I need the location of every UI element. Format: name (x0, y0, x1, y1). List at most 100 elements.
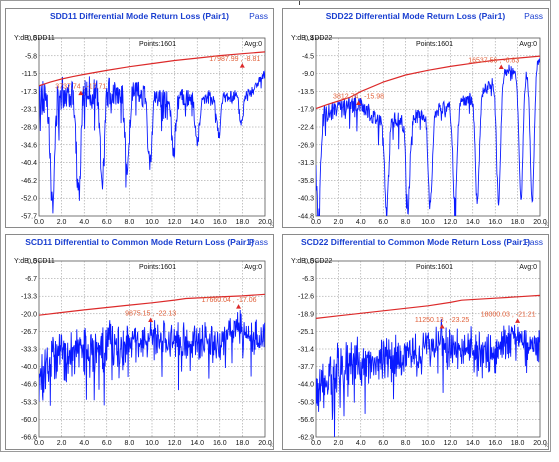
y-tick-label: -40.4 (21, 160, 37, 167)
x-tick-label: 6.0 (102, 440, 112, 447)
marker-point (498, 64, 504, 69)
x-tick-label: 4.0 (356, 219, 366, 226)
chart-title: SDD11 Differential Mode Return Loss (Pai… (49, 11, 229, 21)
x-tick-label: 14.0 (190, 440, 204, 447)
y-axis-label: Y:dB ,SCD22 (291, 258, 332, 265)
x-tick-label: 0.0 (311, 219, 321, 226)
axis-end-glyph: k (545, 222, 548, 227)
y-tick-label: -62.9 (298, 435, 314, 442)
x-tick-label: 16.0 (488, 440, 502, 447)
y-tick-label: -9.0 (302, 71, 314, 78)
chart-title: SCD22 Differential to Common Mode Return… (300, 237, 531, 247)
axis-end-glyph: k (545, 443, 548, 449)
axis-end-glyph: k (270, 222, 273, 227)
x-tick-label: 0.0 (34, 219, 44, 226)
x-tick-label: 16.0 (488, 219, 502, 226)
x-tick-label: 8.0 (401, 219, 411, 226)
chart-panel-sdd22: SDD22 Differential Mode Return Loss (Pai… (282, 8, 549, 228)
x-tick-label: 18.0 (511, 440, 525, 447)
x-tick-label: 20.0 (533, 440, 547, 447)
x-tick-label: 12.0 (168, 440, 182, 447)
x-tick-label: 10.0 (145, 219, 159, 226)
y-tick-label: -23.1 (21, 107, 37, 114)
marker-point (515, 318, 521, 323)
x-tick-label: 18.0 (236, 440, 250, 447)
measured-trace (316, 318, 540, 437)
pass-status: Pass (249, 237, 268, 247)
x-tick-label: 6.0 (378, 219, 388, 226)
x-tick-label: 6.0 (378, 440, 388, 447)
x-tick-label: 16.0 (213, 219, 227, 226)
measured-trace (39, 70, 265, 214)
plot-svg: 0.4 -4.5 -9.0 -13.5 -17.9 -22.4 -26.9 -31.3 -35.… (291, 35, 548, 227)
y-tick-label: -56.6 (298, 417, 314, 424)
y-tick-label: -35.8 (298, 178, 314, 185)
y-axis-label: Y:dB ,SDD22 (291, 35, 332, 42)
y-tick-label: -50.3 (298, 399, 314, 406)
marker-label: 3812.74 , -15.98 (333, 94, 384, 101)
points-readout: Points:1601 (139, 41, 176, 48)
limit-line (39, 51, 265, 87)
x-tick-label: 6.0 (102, 219, 112, 226)
y-tick-label: -44.8 (298, 214, 314, 221)
y-tick-label: 0.0 (304, 259, 314, 266)
limit-line (39, 293, 265, 316)
x-tick-label: 16.0 (213, 440, 227, 447)
x-tick-label: 12.0 (444, 219, 458, 226)
x-tick-label: 2.0 (57, 440, 67, 447)
limit-line (316, 55, 540, 110)
y-tick-label: 0.0 (27, 259, 37, 266)
points-readout: Points:1601 (416, 264, 453, 271)
plot-svg: 0.0 -6.3 -12.6 -18.9 -25.1 -31.4 -37.7 -44.0 -50… (291, 258, 548, 449)
x-tick-label: 14.0 (190, 219, 204, 226)
pass-status: Pass (524, 237, 543, 247)
y-tick-label: -12.6 (298, 294, 314, 301)
x-tick-label: 10.0 (145, 440, 159, 447)
marker-point (78, 90, 84, 96)
y-axis-label: Y:dB ,SDD11 (14, 35, 55, 42)
avg-readout: Avg:0 (244, 41, 262, 48)
y-tick-label: -40.0 (21, 364, 37, 371)
points-readout: Points:1601 (416, 41, 453, 48)
avg-readout: Avg:0 (244, 264, 262, 271)
x-tick-label: 14.0 (466, 440, 480, 447)
y-tick-label: -20.0 (21, 311, 37, 318)
y-tick-label: -33.3 (21, 347, 37, 354)
axis-end-glyph: k (270, 443, 273, 449)
x-tick-label: 0.0 (34, 440, 44, 447)
y-tick-label: -4.5 (302, 53, 314, 60)
marker-point (148, 317, 154, 322)
trace-group (316, 294, 540, 437)
x-tick-label: 20.0 (533, 219, 547, 226)
marker-label: 9875.15 , -22.13 (125, 310, 176, 317)
y-tick-label: -37.7 (298, 364, 314, 371)
x-tick-label: 8.0 (125, 219, 135, 226)
y-tick-label: -5.8 (25, 53, 37, 60)
y-tick-label: -66.6 (21, 435, 37, 442)
x-tick-label: 18.0 (511, 219, 525, 226)
y-tick-label: 0.4 (304, 36, 314, 43)
x-tick-label: 4.0 (79, 440, 89, 447)
x-tick-label: 4.0 (356, 440, 366, 447)
plot-svg: 0.0 -6.7 -13.3 -20.0 -26.7 -33.3 -40.0 -46.6 -53… (14, 258, 273, 449)
pass-status: Pass (524, 11, 543, 21)
y-tick-label: -26.9 (298, 142, 314, 149)
x-tick-label: 18.0 (236, 219, 250, 226)
plot-svg: 0.0 -5.8 -11.5 -17.3 -23.1 -28.9 -34.6 -40.4 -46… (14, 35, 273, 227)
y-tick-label: -18.9 (298, 311, 314, 318)
y-tick-label: -60.0 (21, 417, 37, 424)
chart-title: SCD11 Differential to Common Mode Return… (25, 237, 254, 247)
x-tick-label: 12.0 (444, 440, 458, 447)
trace-group (316, 55, 540, 216)
y-tick-label: -28.9 (21, 125, 37, 132)
report-frame: SDD11 Differential Mode Return Loss (Pai… (0, 0, 551, 452)
marker-label: 17660.04 , -17.06 (202, 297, 257, 304)
y-tick-label: -26.7 (21, 329, 37, 336)
chart-panel-scd11: SCD11 Differential to Common Mode Return… (5, 234, 274, 450)
x-tick-label: 2.0 (57, 219, 67, 226)
x-tick-label: 14.0 (466, 219, 480, 226)
y-tick-label: -31.4 (298, 347, 314, 354)
y-tick-label: -11.5 (22, 71, 38, 78)
y-tick-label: -6.3 (302, 276, 314, 283)
x-tick-label: 12.0 (168, 219, 182, 226)
